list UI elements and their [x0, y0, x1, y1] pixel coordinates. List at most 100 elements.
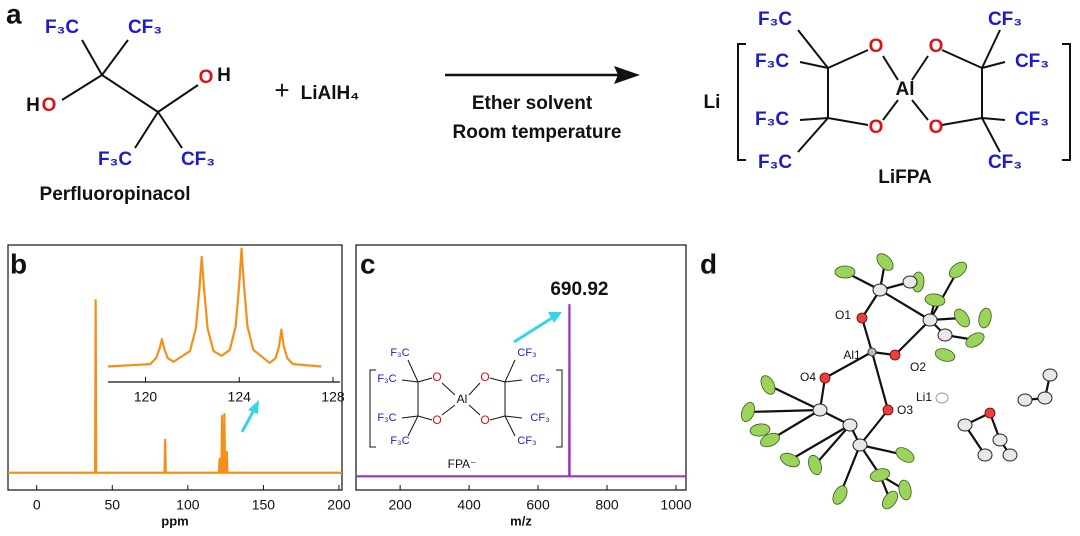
carbon-atom: [872, 283, 888, 297]
panel-label: b: [10, 248, 27, 279]
x-tick-label: 400: [457, 497, 481, 513]
atom-label: O1: [835, 308, 851, 322]
carbon-atom: [977, 448, 993, 462]
oxygen-atom: [882, 404, 894, 416]
atom-label: O4: [800, 370, 816, 384]
group: F₃C: [45, 17, 79, 38]
group: F₃C: [758, 152, 792, 173]
group: F₃C: [98, 149, 132, 170]
atom: H: [217, 65, 231, 86]
brackets: [737, 43, 1071, 161]
spectrum-line: [356, 303, 686, 478]
atom: O: [869, 117, 884, 138]
fluorine-atom: [869, 468, 891, 482]
spectrum-line: [8, 299, 342, 474]
atom: O: [869, 36, 884, 57]
bond: [824, 351, 873, 379]
cation: Li: [704, 92, 721, 113]
oxygen-atom: [889, 349, 901, 361]
atom: O: [929, 117, 944, 138]
pointer-arrow: [240, 400, 259, 433]
bond: [879, 289, 931, 321]
bond: [929, 269, 959, 321]
fluorine-atom: [965, 332, 985, 348]
x-tick-label: 600: [526, 497, 550, 513]
panel-label: c: [360, 248, 376, 279]
compound-name: LiFPA: [878, 167, 932, 188]
x-axis-label: ppm: [161, 513, 188, 528]
carbon-atom: [812, 403, 828, 417]
group: F₃C: [377, 373, 396, 385]
x-tick-label: 800: [595, 497, 619, 513]
x-tick-label: 200: [388, 497, 412, 513]
group: CF₃: [1015, 51, 1049, 72]
reagent: LiAlH₄: [301, 83, 360, 104]
carbon-atom: [1042, 368, 1058, 382]
carbon-atom: [842, 418, 858, 432]
fluorine-atom: [898, 479, 912, 501]
brackets: [369, 369, 563, 448]
reaction-arrow: [445, 66, 640, 84]
carbon-atom: [957, 418, 973, 432]
condition: Ether solvent: [472, 93, 593, 114]
x-tick-label: 150: [252, 497, 276, 513]
carbon-atom: [1037, 391, 1053, 405]
fluorine-atom: [948, 261, 968, 279]
group: F₃C: [755, 109, 789, 130]
bonds: [401, 359, 523, 437]
panel-label: d: [700, 248, 717, 279]
bonds: [61, 39, 199, 149]
atom: O: [42, 95, 57, 116]
atom: Al: [457, 392, 468, 406]
bond: [789, 424, 851, 461]
fluorine-atom: [934, 348, 956, 362]
fluorine-atom: [978, 307, 992, 329]
peak-label: 690.92: [550, 279, 608, 300]
bonds: [797, 29, 1006, 153]
compound-name: Perfluoropinacol: [40, 184, 191, 205]
atom: O: [929, 36, 944, 57]
lithium-atom: [935, 392, 949, 404]
atom-label: O2: [910, 360, 926, 374]
atom: O: [480, 413, 489, 427]
bond: [814, 424, 851, 466]
group: CF₃: [530, 373, 549, 385]
carbon-atom: [992, 433, 1008, 447]
carbon-atom: [1002, 448, 1018, 462]
bond: [870, 351, 890, 411]
group: F₃C: [390, 435, 409, 447]
carbon-atom: [1017, 393, 1033, 407]
x-tick-label: 50: [104, 497, 120, 513]
fluorine-atom: [881, 490, 899, 510]
x-tick-label: 0: [33, 497, 41, 513]
spectrum-line: [107, 247, 322, 368]
plus: +: [274, 75, 289, 105]
bond: [859, 409, 889, 446]
carbon-atom: [937, 328, 953, 342]
group: CF₃: [517, 435, 536, 447]
group: CF₃: [517, 347, 536, 359]
atom: O: [480, 370, 489, 384]
group: CF₃: [181, 149, 215, 170]
condition: Room temperature: [453, 122, 622, 143]
group: CF₃: [988, 9, 1022, 30]
atom: O: [432, 370, 441, 384]
bond: [767, 384, 821, 411]
x-axis-label: m/z: [510, 513, 532, 528]
atom: Al: [896, 79, 915, 100]
fluorine-atom: [760, 432, 780, 448]
group: CF₃: [1015, 109, 1049, 130]
atom-label: Li1: [916, 390, 932, 404]
fluorine-atom: [954, 308, 970, 328]
group: F₃C: [758, 9, 792, 30]
carbon-atom: [902, 275, 918, 289]
fluorine-atom: [924, 293, 946, 307]
fluorine-atom: [895, 447, 915, 463]
carbon-atom: [852, 438, 868, 452]
atom: H: [26, 95, 40, 116]
panel-label: a: [6, 0, 22, 29]
atom: O: [432, 413, 441, 427]
atom: O: [199, 67, 214, 88]
